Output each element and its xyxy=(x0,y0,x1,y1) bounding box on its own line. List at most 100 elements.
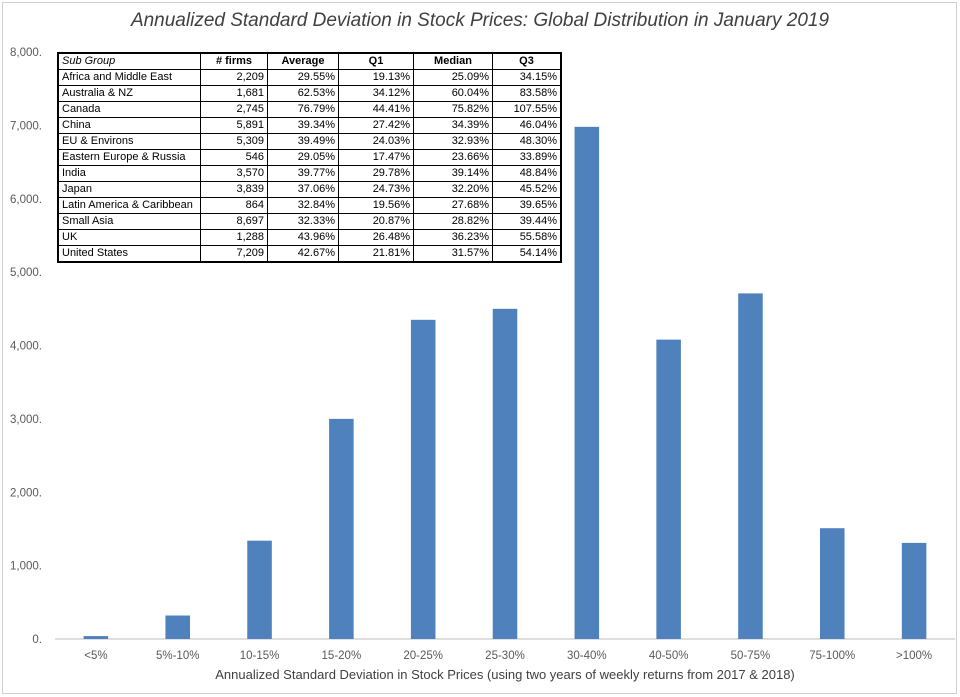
table-cell-value: 28.82% xyxy=(413,213,493,230)
table-header-row: Sub Group # firms Average Q1 Median Q3 xyxy=(57,52,562,70)
bar xyxy=(329,418,354,639)
table-cell-value: 24.03% xyxy=(338,133,414,150)
bar xyxy=(247,540,272,639)
table-cell-value: 3,570 xyxy=(200,165,268,182)
table-cell-group: Latin America & Caribbean xyxy=(57,197,201,214)
header-median: Median xyxy=(413,52,493,70)
y-tick-label: 5,000. xyxy=(10,267,42,279)
table-cell-group: Small Asia xyxy=(57,213,201,230)
table-cell-value: 42.67% xyxy=(267,245,339,263)
table-cell-value: 20.87% xyxy=(338,213,414,230)
table-row: Australia & NZ 1,681 62.53% 34.12% 60.04% 83.… xyxy=(57,85,562,102)
table-cell-value: 24.73% xyxy=(338,181,414,198)
header-firms: # firms xyxy=(200,52,268,70)
bar xyxy=(492,308,518,639)
table-cell-value: 34.12% xyxy=(338,85,414,102)
table-cell-value: 29.78% xyxy=(338,165,414,182)
table-row: Africa and Middle East 2,209 29.55% 19.13% 2… xyxy=(57,69,562,86)
table-cell-value: 29.55% xyxy=(267,69,339,86)
table-cell-value: 1,681 xyxy=(200,85,268,102)
table-cell-value: 55.58% xyxy=(492,229,562,246)
table-cell-value: 32.20% xyxy=(413,181,493,198)
table-cell-value: 36.23% xyxy=(413,229,493,246)
table-cell-value: 19.56% xyxy=(338,197,414,214)
table-cell-value: 76.79% xyxy=(267,101,339,118)
table-cell-value: 8,697 xyxy=(200,213,268,230)
bar xyxy=(83,636,109,639)
y-tick-label: 4,000. xyxy=(10,341,42,353)
table-cell-value: 44.41% xyxy=(338,101,414,118)
table-cell-value: 39.14% xyxy=(413,165,493,182)
header-average: Average xyxy=(267,52,339,70)
table-cell-value: 31.57% xyxy=(413,245,493,263)
table-row: United States 7,209 42.67% 21.81% 31.57% 54.1… xyxy=(57,245,562,263)
bar xyxy=(656,339,681,639)
table-cell-value: 7,209 xyxy=(200,245,268,263)
table-row: Latin America & Caribbean 864 32.84% 19.56%… xyxy=(57,197,562,214)
y-tick-label: 3,000. xyxy=(10,414,42,426)
table-row: Canada 2,745 76.79% 44.41% 75.82% 107.55% xyxy=(57,101,562,118)
table-cell-group: Eastern Europe & Russia xyxy=(57,149,201,166)
table-cell-value: 1,288 xyxy=(200,229,268,246)
table-cell-group: Japan xyxy=(57,181,201,198)
table-cell-group: UK xyxy=(57,229,201,246)
header-sub-group: Sub Group xyxy=(57,52,201,70)
table-cell-value: 39.49% xyxy=(267,133,339,150)
header-q1: Q1 xyxy=(338,52,414,70)
table-cell-value: 43.96% xyxy=(267,229,339,246)
x-tick-label: 75-100% xyxy=(809,650,855,662)
x-tick-label: 10-15% xyxy=(240,650,280,662)
table-cell-value: 34.39% xyxy=(413,117,493,134)
table-row: Japan 3,839 37.06% 24.73% 32.20% 45.52% xyxy=(57,181,562,198)
table-cell-value: 39.34% xyxy=(267,117,339,134)
bar xyxy=(410,319,436,639)
table-cell-value: 34.15% xyxy=(492,69,562,86)
table-row: India 3,570 39.77% 29.78% 39.14% 48.84% xyxy=(57,165,562,182)
bar xyxy=(820,528,845,639)
table-cell-value: 62.53% xyxy=(267,85,339,102)
table-cell-group: India xyxy=(57,165,201,182)
table-cell-value: 48.84% xyxy=(492,165,562,182)
x-axis-label: Annualized Standard Deviation in Stock P… xyxy=(215,667,795,682)
table-cell-group: Canada xyxy=(57,101,201,118)
table-cell-group: Africa and Middle East xyxy=(57,69,201,86)
table-cell-value: 32.84% xyxy=(267,197,339,214)
header-q3: Q3 xyxy=(492,52,562,70)
table-cell-value: 107.55% xyxy=(492,101,562,118)
table-cell-value: 2,745 xyxy=(200,101,268,118)
table-cell-value: 5,309 xyxy=(200,133,268,150)
x-tick-label: >100% xyxy=(896,650,932,662)
table-cell-value: 17.47% xyxy=(338,149,414,166)
table-row: Small Asia 8,697 32.33% 20.87% 28.82% 39.44% xyxy=(57,213,562,230)
table-cell-value: 37.06% xyxy=(267,181,339,198)
table-cell-value: 3,839 xyxy=(200,181,268,198)
table-cell-group: United States xyxy=(57,245,201,263)
table-cell-value: 546 xyxy=(200,149,268,166)
y-tick-label: 0. xyxy=(32,634,42,646)
table-cell-value: 75.82% xyxy=(413,101,493,118)
summary-table: Sub Group # firms Average Q1 Median Q3 A… xyxy=(57,52,562,263)
table-cell-group: Australia & NZ xyxy=(57,85,201,102)
table-cell-value: 54.14% xyxy=(492,245,562,263)
table-cell-value: 83.58% xyxy=(492,85,562,102)
table-row: China 5,891 39.34% 27.42% 34.39% 46.04% xyxy=(57,117,562,134)
x-tick-label: 30-40% xyxy=(567,650,607,662)
bar xyxy=(574,126,600,639)
table-cell-value: 48.30% xyxy=(492,133,562,150)
x-tick-label: 40-50% xyxy=(649,650,689,662)
bar xyxy=(738,293,763,639)
y-tick-label: 2,000. xyxy=(10,487,42,499)
x-tick-label: 20-25% xyxy=(403,650,443,662)
table-row: Eastern Europe & Russia 546 29.05% 17.47% 23… xyxy=(57,149,562,166)
table-cell-value: 23.66% xyxy=(413,149,493,166)
table-cell-value: 39.44% xyxy=(492,213,562,230)
x-tick-label: 50-75% xyxy=(731,650,771,662)
table-row: EU & Environs 5,309 39.49% 24.03% 32.93% 48.3… xyxy=(57,133,562,150)
table-cell-value: 26.48% xyxy=(338,229,414,246)
y-tick-label: 8,000. xyxy=(10,47,42,59)
table-cell-value: 33.89% xyxy=(492,149,562,166)
table-cell-value: 45.52% xyxy=(492,181,562,198)
table-cell-value: 27.68% xyxy=(413,197,493,214)
table-row: UK 1,288 43.96% 26.48% 36.23% 55.58% xyxy=(57,229,562,246)
